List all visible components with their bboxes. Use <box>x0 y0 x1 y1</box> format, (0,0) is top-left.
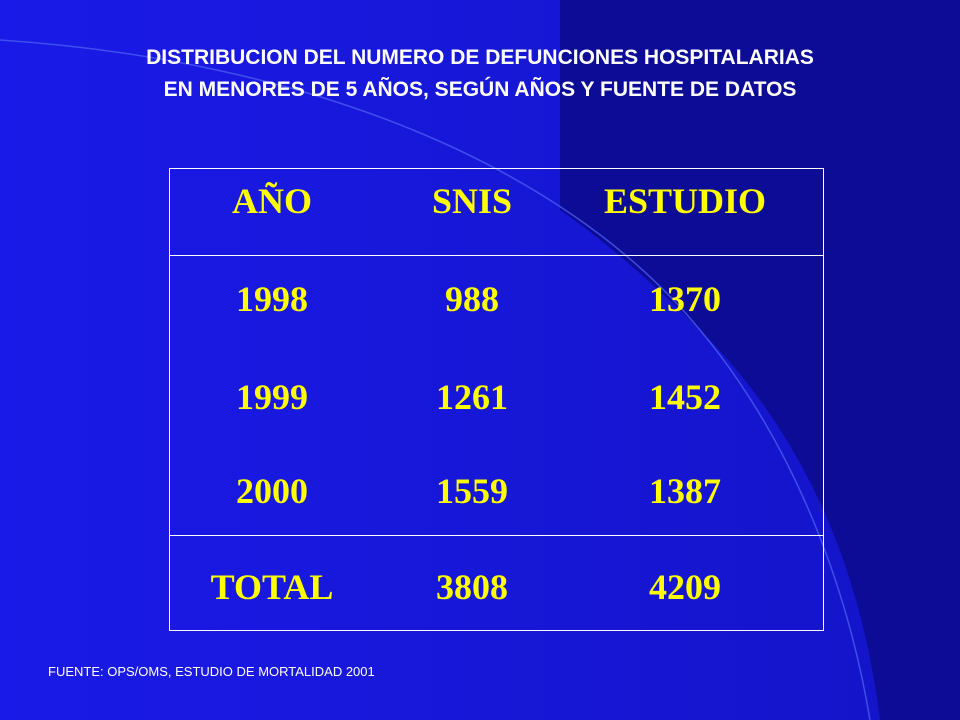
header-year: AÑO <box>232 181 312 221</box>
row-1999-snis: 1261 <box>436 377 508 417</box>
row-1998-year: 1998 <box>236 279 308 319</box>
row-1999-estudio: 1452 <box>649 377 721 417</box>
row-1998-snis: 988 <box>445 279 499 319</box>
total-label: TOTAL <box>210 567 334 607</box>
header-snis: SNIS <box>431 181 513 221</box>
data-table: AÑO SNIS ESTUDIO 1998 988 1370 1999 1261… <box>169 168 824 631</box>
total-estudio: 4209 <box>649 567 721 607</box>
title-line-2: EN MENORES DE 5 AÑOS, SEGÚN AÑOS Y FUENT… <box>163 78 797 101</box>
title-line-1: DISTRIBUCION DEL NUMERO DE DEFUNCIONES H… <box>146 46 814 69</box>
header-estudio: ESTUDIO <box>603 181 767 221</box>
row-1998-estudio: 1370 <box>649 279 721 319</box>
row-2000-estudio: 1387 <box>649 471 721 511</box>
total-snis: 3808 <box>436 567 508 607</box>
slide-title: DISTRIBUCION DEL NUMERO DE DEFUNCIONES H… <box>0 42 960 106</box>
row-2000-year: 2000 <box>236 471 308 511</box>
source-note: FUENTE: OPS/OMS, ESTUDIO DE MORTALIDAD 2… <box>48 664 375 679</box>
total-divider <box>170 535 823 536</box>
row-1999-year: 1999 <box>236 377 308 417</box>
row-2000-snis: 1559 <box>436 471 508 511</box>
header-divider <box>170 255 823 256</box>
